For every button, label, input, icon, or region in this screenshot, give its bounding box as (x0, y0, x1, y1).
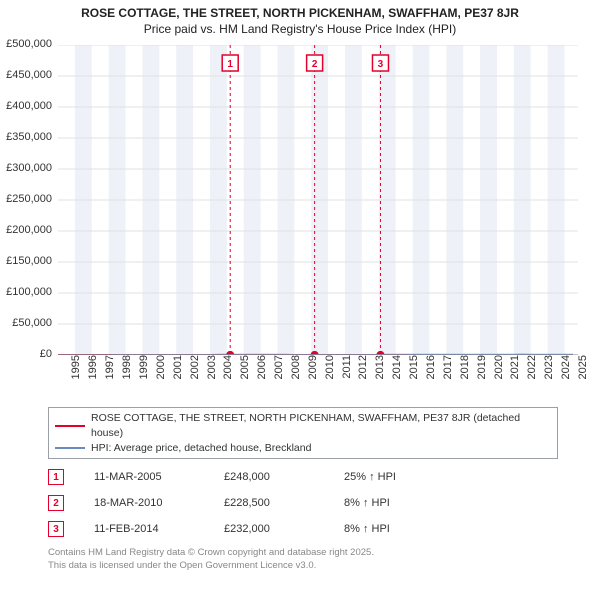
y-axis-label: £450,000 (0, 69, 52, 81)
x-axis-label: 2003 (206, 355, 218, 395)
x-axis-label: 2024 (560, 355, 572, 395)
x-axis-label: 2006 (256, 355, 268, 395)
event-price: £248,000 (224, 471, 314, 483)
x-axis-label: 1995 (70, 355, 82, 395)
x-axis-label: 1996 (87, 355, 99, 395)
x-axis-label: 2000 (155, 355, 167, 395)
y-axis-label: £350,000 (0, 131, 52, 143)
event-row-badge: 3 (48, 521, 64, 537)
x-axis-label: 2001 (172, 355, 184, 395)
legend-swatch (55, 425, 85, 427)
event-badge-num: 3 (378, 59, 384, 70)
x-axis-label: 2021 (509, 355, 521, 395)
x-axis-label: 1999 (138, 355, 150, 395)
chart-title-main: ROSE COTTAGE, THE STREET, NORTH PICKENHA… (10, 6, 590, 22)
footer-line-1: Contains HM Land Registry data © Crown c… (48, 547, 580, 559)
legend: ROSE COTTAGE, THE STREET, NORTH PICKENHA… (48, 407, 558, 459)
y-axis-label: £200,000 (0, 224, 52, 236)
y-axis-label: £100,000 (0, 286, 52, 298)
legend-swatch (55, 447, 85, 449)
title-block: ROSE COTTAGE, THE STREET, NORTH PICKENHA… (0, 0, 600, 39)
chart-title-sub: Price paid vs. HM Land Registry's House … (10, 22, 590, 38)
y-axis-label: £500,000 (0, 38, 52, 50)
x-axis-label: 2023 (543, 355, 555, 395)
y-axis-label: £150,000 (0, 255, 52, 267)
event-price: £232,000 (224, 523, 314, 535)
footer-attribution: Contains HM Land Registry data © Crown c… (48, 547, 580, 572)
x-axis-label: 2019 (476, 355, 488, 395)
y-axis-label: £300,000 (0, 162, 52, 174)
event-date: 11-MAR-2005 (94, 471, 194, 483)
y-axis-label: £400,000 (0, 100, 52, 112)
x-axis-label: 2005 (239, 355, 251, 395)
x-axis-label: 2020 (493, 355, 505, 395)
legend-label: HPI: Average price, detached house, Brec… (91, 441, 311, 456)
x-axis-label: 2009 (307, 355, 319, 395)
event-diff: 8% ↑ HPI (344, 497, 424, 509)
legend-row: HPI: Average price, detached house, Brec… (55, 441, 551, 456)
x-axis-label: 2016 (425, 355, 437, 395)
chart-area: £0£50,000£100,000£150,000£200,000£250,00… (10, 45, 590, 385)
x-axis-label: 2013 (374, 355, 386, 395)
y-axis-label: £0 (0, 348, 52, 360)
event-row-badge: 2 (48, 495, 64, 511)
x-axis-label: 1998 (121, 355, 133, 395)
chart-svg: 1 2 3 (58, 45, 578, 355)
event-diff: 8% ↑ HPI (344, 523, 424, 535)
event-date: 11-FEB-2014 (94, 523, 194, 535)
legend-row: ROSE COTTAGE, THE STREET, NORTH PICKENHA… (55, 411, 551, 440)
event-row: 3 11-FEB-2014 £232,000 8% ↑ HPI (48, 521, 580, 537)
event-row-badge: 1 (48, 469, 64, 485)
x-axis-label: 2011 (341, 355, 353, 395)
x-axis-label: 2025 (577, 355, 589, 395)
x-axis-label: 2002 (189, 355, 201, 395)
y-axis-label: £250,000 (0, 193, 52, 205)
events-table: 1 11-MAR-2005 £248,000 25% ↑ HPI 2 18-MA… (48, 469, 580, 537)
event-badge-num: 2 (312, 59, 318, 70)
footer-line-2: This data is licensed under the Open Gov… (48, 560, 580, 572)
event-date: 18-MAR-2010 (94, 497, 194, 509)
x-axis-label: 2007 (273, 355, 285, 395)
event-diff: 25% ↑ HPI (344, 471, 424, 483)
x-axis-label: 2008 (290, 355, 302, 395)
event-price: £228,500 (224, 497, 314, 509)
x-axis-label: 2015 (408, 355, 420, 395)
x-axis-label: 2022 (526, 355, 538, 395)
x-axis-label: 2018 (459, 355, 471, 395)
x-axis-label: 2010 (324, 355, 336, 395)
legend-label: ROSE COTTAGE, THE STREET, NORTH PICKENHA… (91, 411, 551, 440)
event-row: 2 18-MAR-2010 £228,500 8% ↑ HPI (48, 495, 580, 511)
x-axis-label: 2004 (222, 355, 234, 395)
x-axis-label: 2017 (442, 355, 454, 395)
event-row: 1 11-MAR-2005 £248,000 25% ↑ HPI (48, 469, 580, 485)
y-axis-label: £50,000 (0, 317, 52, 329)
x-axis-label: 2014 (391, 355, 403, 395)
x-axis-label: 1997 (104, 355, 116, 395)
x-axis-label: 2012 (357, 355, 369, 395)
event-badge-num: 1 (227, 59, 233, 70)
